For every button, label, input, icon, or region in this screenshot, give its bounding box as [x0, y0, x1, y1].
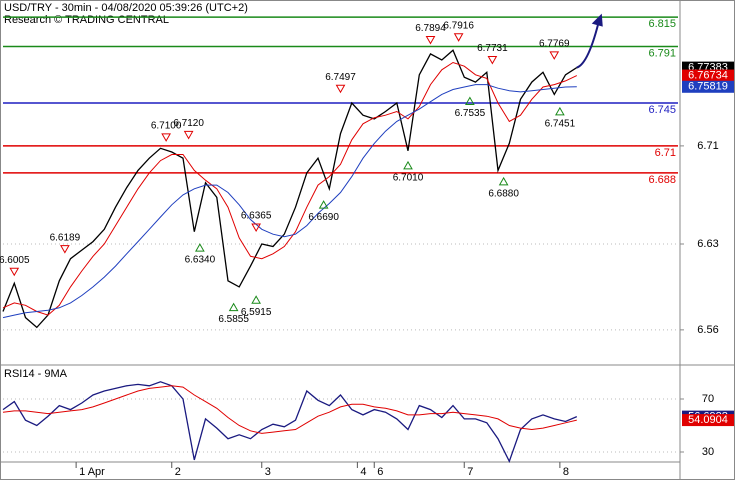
chart-subtitle: Research © TRADING CENTRAL — [4, 14, 169, 26]
annotation-label: 6.7769 — [539, 38, 570, 49]
annotation-label: 6.7120 — [173, 118, 204, 129]
annotation-label: 6.6005 — [0, 255, 30, 266]
support-marker — [555, 106, 565, 116]
chart-title: USD/TRY - 30min - 04/08/2020 05:39:26 (U… — [4, 2, 248, 14]
support-marker — [498, 176, 509, 186]
y-tick-label: 6.71 — [697, 140, 718, 152]
resistance-marker — [549, 51, 560, 60]
x-tick-label: 4 — [360, 466, 366, 478]
rsi-title: RSI14 - 9MA — [4, 368, 68, 380]
y-tick-label: 30 — [702, 446, 714, 458]
resistance-marker — [161, 133, 171, 142]
last-value-box — [682, 61, 734, 74]
resistance-marker — [183, 130, 194, 140]
annotation-label: 6.7535 — [455, 108, 486, 119]
annotation-label: 6.6189 — [50, 232, 81, 243]
x-tick-label: 6 — [377, 466, 383, 478]
x-tick-label: 8 — [563, 466, 569, 478]
annotation-label: 6.7497 — [325, 72, 356, 83]
x-tick-label: 7 — [467, 466, 473, 478]
series-line — [2, 84, 577, 319]
x-tick-label: 1 Apr — [79, 466, 105, 478]
resistance-marker — [9, 267, 20, 277]
support-marker — [251, 295, 261, 304]
level-label: 6.745 — [648, 104, 676, 116]
resistance-marker — [251, 223, 261, 233]
annotation-label: 6.7916 — [443, 20, 474, 31]
resistance-marker — [487, 55, 498, 65]
level-label: 6.688 — [648, 174, 676, 186]
level-label: 6.815 — [648, 18, 676, 30]
annotation-label: 6.6690 — [308, 212, 339, 223]
series-line — [2, 385, 577, 434]
forecast-arrowhead — [591, 13, 603, 27]
last-value-label: 6.75819 — [688, 81, 728, 93]
last-value-box — [682, 69, 734, 82]
resistance-marker — [60, 245, 70, 254]
resistance-marker — [425, 36, 436, 45]
level-label: 6.791 — [648, 47, 676, 59]
annotation-label: 6.5855 — [218, 314, 249, 325]
y-tick-label: 6.56 — [697, 324, 718, 336]
annotation-label: 6.6365 — [241, 211, 272, 222]
resistance-marker — [335, 84, 346, 94]
last-value-label: 6.76734 — [688, 69, 728, 81]
series-line — [2, 381, 578, 463]
y-tick-label: 70 — [702, 393, 714, 405]
forecast-arrow — [576, 17, 601, 69]
x-tick-label: 3 — [265, 466, 271, 478]
support-marker — [318, 200, 329, 209]
annotation-label: 6.7894 — [415, 23, 446, 34]
annotation-label: 6.7100 — [151, 121, 182, 132]
support-marker — [195, 243, 205, 252]
resistance-marker — [453, 33, 464, 42]
annotation-label: 6.7451 — [545, 118, 576, 129]
series-line — [2, 61, 578, 316]
annotation-label: 6.6880 — [488, 189, 519, 200]
support-marker — [228, 302, 239, 312]
annotation-label: 6.5915 — [241, 307, 272, 318]
annotation-label: 6.7731 — [477, 43, 508, 54]
last-value-box — [682, 414, 734, 427]
y-tick-label: 6.63 — [697, 238, 718, 250]
last-value-box — [682, 80, 734, 93]
annotation-label: 6.7010 — [393, 173, 424, 184]
x-tick-label: 2 — [175, 466, 181, 478]
support-marker — [465, 96, 475, 106]
series-line — [2, 49, 578, 329]
annotation-label: 6.6340 — [185, 255, 216, 266]
level-label: 6.71 — [655, 147, 676, 159]
last-value-label: 54.0904 — [688, 414, 728, 426]
support-marker — [403, 160, 413, 170]
